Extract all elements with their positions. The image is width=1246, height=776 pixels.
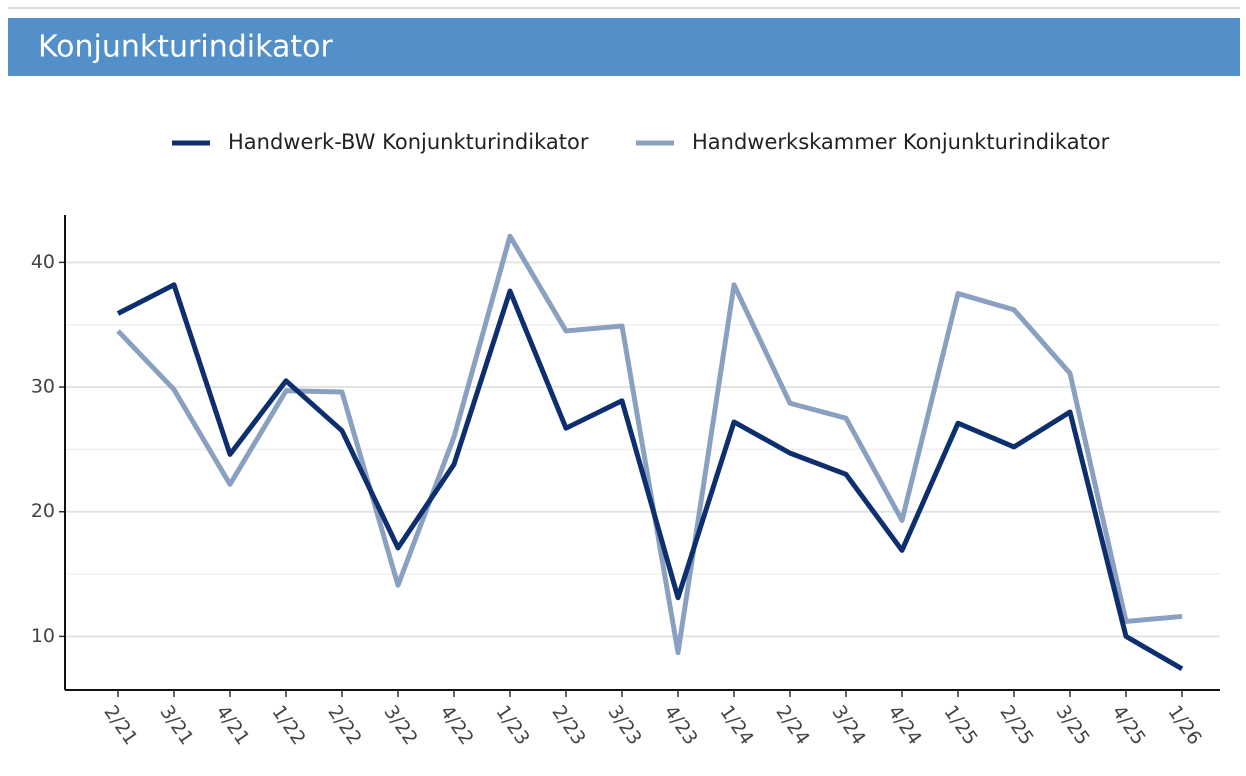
x-tick-label: 3/21 (155, 701, 197, 749)
x-tick-label: 4/25 (1107, 701, 1149, 749)
chart-title: Konjunkturindikator (38, 30, 333, 65)
x-tick-label: 3/24 (827, 701, 869, 749)
legend-label: Handwerkskammer Konjunkturindikator (692, 130, 1110, 154)
x-tick-label: 2/25 (995, 701, 1037, 749)
x-tick-label: 2/23 (547, 701, 589, 749)
x-tick-label: 3/25 (1051, 701, 1093, 749)
x-tick-label: 3/22 (379, 701, 421, 749)
y-tick-label: 10 (31, 625, 55, 647)
x-tick-label: 1/24 (715, 701, 757, 749)
legend-label: Handwerk-BW Konjunkturindikator (228, 130, 589, 154)
x-tick-label: 4/24 (883, 701, 925, 749)
x-tick-label: 4/23 (659, 701, 701, 749)
x-tick-label: 4/22 (435, 701, 477, 749)
x-tick-label: 1/26 (1163, 701, 1205, 749)
x-tick-label: 4/21 (211, 701, 253, 749)
y-tick-label: 20 (31, 500, 55, 522)
x-tick-label: 2/24 (771, 701, 813, 749)
series-line (116, 282, 1184, 671)
x-tick-label: 2/22 (323, 701, 365, 749)
x-tick-label: 2/21 (99, 701, 141, 749)
header-bar (8, 18, 1240, 76)
x-tick-label: 1/22 (267, 701, 309, 749)
x-tick-label: 3/23 (603, 701, 645, 749)
y-tick-label: 30 (31, 376, 55, 398)
x-tick-label: 1/25 (939, 701, 981, 749)
y-tick-label: 40 (31, 251, 55, 273)
x-tick-label: 1/23 (491, 701, 533, 749)
